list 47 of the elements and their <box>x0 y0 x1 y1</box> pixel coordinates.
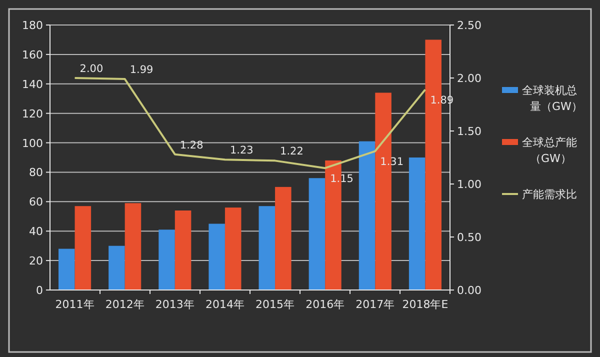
y2-tick-label: 2.00 <box>457 72 482 85</box>
data-label: 1.22 <box>280 146 304 158</box>
x-tick-label: 2015年 <box>256 298 295 311</box>
bar <box>258 206 276 290</box>
bar <box>275 186 292 290</box>
bar <box>108 246 125 290</box>
y2-tick-label: 1.50 <box>457 125 482 138</box>
x-tick-label: 2016年 <box>306 298 345 311</box>
legend-label: 产能需求比 <box>522 188 577 201</box>
data-label: 2.00 <box>80 63 104 75</box>
x-tick-label: 2011年 <box>55 298 94 311</box>
y2-tick-label: 1.00 <box>457 178 482 191</box>
y-tick-label: 140 <box>22 78 43 91</box>
x-tick-label: 2012年 <box>105 298 144 311</box>
data-label: 1.28 <box>180 139 204 152</box>
bar <box>124 203 142 290</box>
data-label: 1.99 <box>130 64 154 76</box>
bar <box>408 158 426 290</box>
bar <box>58 248 75 290</box>
bar <box>308 178 326 290</box>
y-tick-label: 100 <box>22 136 43 150</box>
y-tick-label: 160 <box>22 48 43 62</box>
legend-label: 全球装机总量（GW） <box>522 84 582 113</box>
y-tick-label: 180 <box>22 19 43 32</box>
y2-tick-label: 0.50 <box>457 231 482 244</box>
y2-tick-label: 0.00 <box>457 284 482 297</box>
legend-label: 全球总产能（GW） <box>522 136 577 165</box>
y-tick-label: 40 <box>29 225 43 238</box>
x-tick-label: 2017年 <box>356 298 395 311</box>
y-tick-label: 60 <box>29 196 43 209</box>
bar <box>358 141 376 290</box>
bar <box>224 208 242 290</box>
y-tick-label: 120 <box>22 107 43 120</box>
line-series <box>74 77 426 170</box>
bar <box>174 210 192 290</box>
x-tick-label: 2013年 <box>155 298 194 311</box>
data-label: 1.89 <box>430 94 454 107</box>
x-tick-label: 2018年E <box>402 298 448 311</box>
y-tick-label: 0 <box>36 284 43 297</box>
x-tick-label: 2014年 <box>205 298 244 311</box>
y-tick-label: 80 <box>29 166 43 180</box>
bar <box>208 224 225 290</box>
data-label: 1.23 <box>230 144 254 157</box>
bar <box>158 230 175 290</box>
y2-tick-label: 2.50 <box>457 19 482 32</box>
bar <box>74 206 92 290</box>
y-tick-label: 20 <box>29 254 43 268</box>
